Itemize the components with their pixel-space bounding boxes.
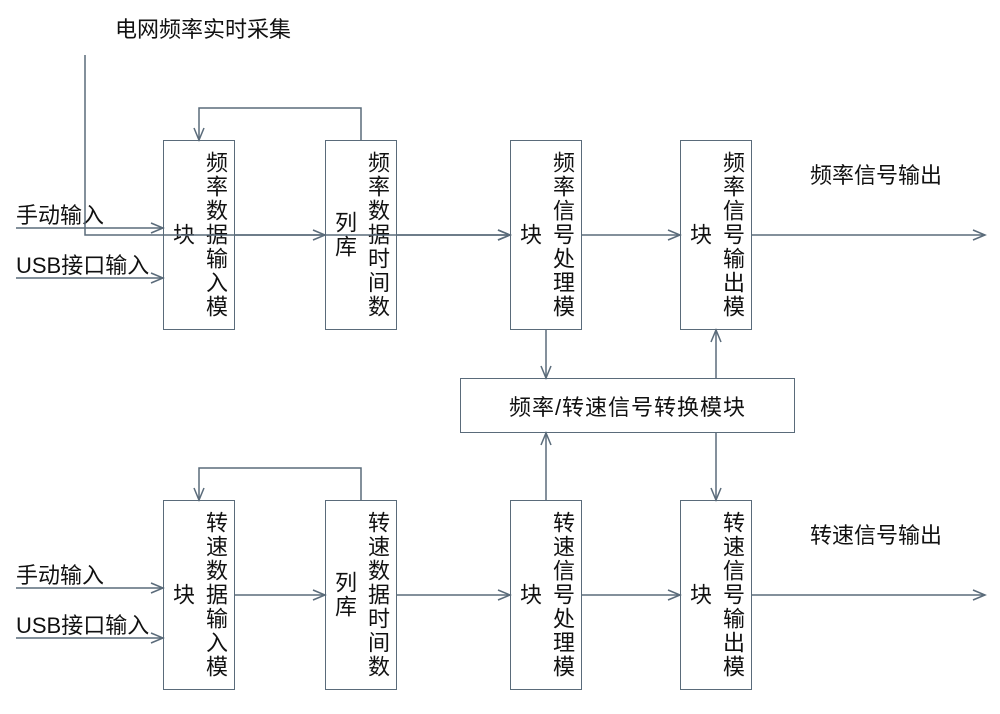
node-freq-proc: 频率信号处理模块 [510,140,582,330]
node-label: 频率数据时间数列库 [328,141,394,329]
node-speed-db: 转速数据时间数列库 [325,500,397,690]
bot-output-label: 转速信号输出 [810,518,942,550]
node-freq-out: 频率信号输出模块 [680,140,752,330]
top-input-2-label: USB接口输入 [16,248,149,280]
node-label: 转速数据输入模块 [166,501,232,689]
diagram-canvas: 电网频率实时采集 手动输入 USB接口输入 频率信号输出 手动输入 USB接口输… [0,0,1000,714]
node-freq-input: 频率数据输入模块 [163,140,235,330]
node-speed-proc: 转速信号处理模块 [510,500,582,690]
wires-layer [0,0,1000,714]
node-label: 转速信号输出模块 [683,501,749,689]
node-label: 频率数据输入模块 [166,141,232,329]
title-label: 电网频率实时采集 [115,12,291,44]
bot-input-2-label: USB接口输入 [16,608,149,640]
node-label: 频率信号输出模块 [683,141,749,329]
node-label: 转速数据时间数列库 [328,501,394,689]
node-speed-input: 转速数据输入模块 [163,500,235,690]
node-label: 频率信号处理模块 [513,141,579,329]
node-freq-db: 频率数据时间数列库 [325,140,397,330]
node-speed-out: 转速信号输出模块 [680,500,752,690]
node-label: 频率/转速信号转换模块 [509,390,746,422]
top-output-label: 频率信号输出 [810,158,942,190]
top-input-1-label: 手动输入 [16,198,104,230]
node-converter: 频率/转速信号转换模块 [460,378,795,433]
bot-input-1-label: 手动输入 [16,558,104,590]
node-label: 转速信号处理模块 [513,501,579,689]
